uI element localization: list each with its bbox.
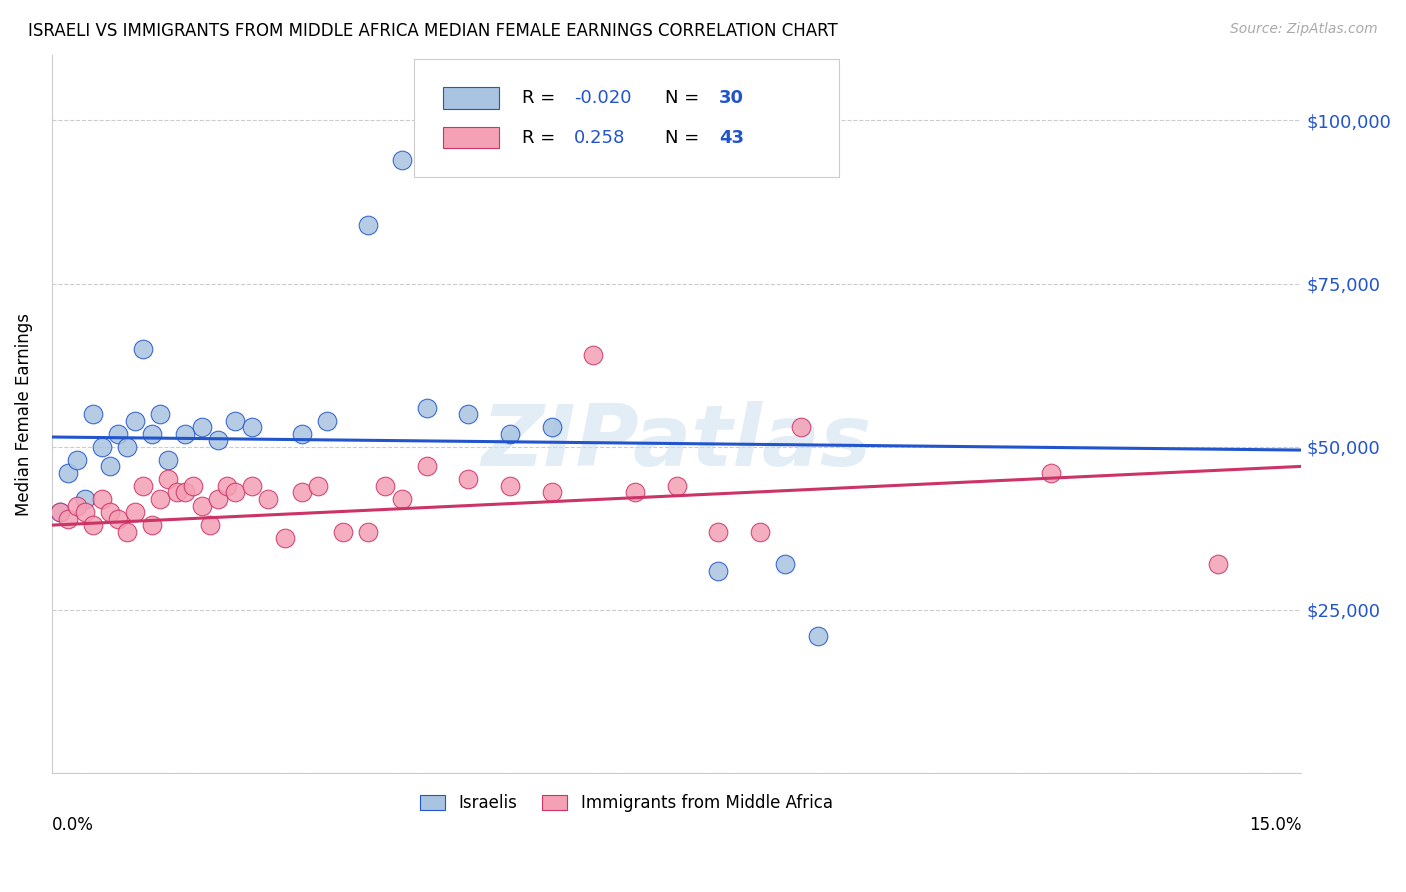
Point	[807, 629, 830, 643]
Text: 15.0%: 15.0%	[1249, 816, 1302, 834]
Point	[332, 524, 354, 539]
Text: 30: 30	[718, 89, 744, 107]
Point	[291, 485, 314, 500]
Point	[457, 407, 479, 421]
Point	[98, 505, 121, 519]
Point	[415, 459, 437, 474]
Text: 43: 43	[718, 128, 744, 146]
Point	[49, 505, 72, 519]
Point	[183, 479, 205, 493]
Point	[499, 426, 522, 441]
Point	[174, 426, 197, 441]
FancyBboxPatch shape	[443, 87, 499, 109]
Point	[773, 558, 796, 572]
Point	[748, 524, 770, 539]
Point	[707, 564, 730, 578]
Point	[190, 499, 212, 513]
Point	[58, 466, 80, 480]
Point	[1040, 466, 1063, 480]
Text: ZIPatlas: ZIPatlas	[481, 401, 872, 484]
Point	[790, 420, 813, 434]
Point	[357, 218, 380, 232]
FancyBboxPatch shape	[443, 127, 499, 148]
Point	[58, 511, 80, 525]
Text: R =: R =	[522, 89, 561, 107]
Point	[115, 440, 138, 454]
Point	[291, 426, 314, 441]
Point	[582, 348, 605, 362]
Point	[457, 472, 479, 486]
Point	[49, 505, 72, 519]
Point	[415, 401, 437, 415]
Point	[207, 491, 229, 506]
Point	[315, 414, 337, 428]
Point	[665, 479, 688, 493]
Text: -0.020: -0.020	[574, 89, 631, 107]
Point	[132, 342, 155, 356]
Point	[157, 453, 180, 467]
Legend: Israelis, Immigrants from Middle Africa: Israelis, Immigrants from Middle Africa	[413, 788, 839, 819]
Point	[90, 440, 112, 454]
Point	[198, 518, 221, 533]
Point	[66, 453, 89, 467]
Y-axis label: Median Female Earnings: Median Female Earnings	[15, 313, 32, 516]
Point	[75, 505, 97, 519]
Point	[391, 491, 413, 506]
Point	[215, 479, 238, 493]
Point	[190, 420, 212, 434]
Point	[107, 426, 129, 441]
Point	[107, 511, 129, 525]
FancyBboxPatch shape	[415, 59, 839, 178]
Point	[75, 491, 97, 506]
Point	[224, 485, 246, 500]
Point	[132, 479, 155, 493]
Point	[90, 491, 112, 506]
Point	[357, 524, 380, 539]
Point	[82, 518, 104, 533]
Point	[307, 479, 329, 493]
Point	[149, 407, 172, 421]
Point	[207, 434, 229, 448]
Text: N =: N =	[665, 89, 706, 107]
Point	[540, 485, 562, 500]
Text: ISRAELI VS IMMIGRANTS FROM MIDDLE AFRICA MEDIAN FEMALE EARNINGS CORRELATION CHAR: ISRAELI VS IMMIGRANTS FROM MIDDLE AFRICA…	[28, 22, 838, 40]
Point	[166, 485, 188, 500]
Point	[141, 426, 163, 441]
Point	[82, 407, 104, 421]
Text: N =: N =	[665, 128, 706, 146]
Point	[374, 479, 396, 493]
Text: 0.0%: 0.0%	[52, 816, 94, 834]
Point	[257, 491, 280, 506]
Point	[391, 153, 413, 167]
Point	[540, 420, 562, 434]
Point	[274, 531, 297, 545]
Point	[124, 414, 146, 428]
Point	[624, 485, 647, 500]
Point	[240, 420, 263, 434]
Text: Source: ZipAtlas.com: Source: ZipAtlas.com	[1230, 22, 1378, 37]
Point	[98, 459, 121, 474]
Point	[224, 414, 246, 428]
Point	[1206, 558, 1229, 572]
Point	[66, 499, 89, 513]
Point	[707, 524, 730, 539]
Text: 0.258: 0.258	[574, 128, 626, 146]
Point	[115, 524, 138, 539]
Point	[124, 505, 146, 519]
Point	[499, 479, 522, 493]
Point	[174, 485, 197, 500]
Text: R =: R =	[522, 128, 567, 146]
Point	[240, 479, 263, 493]
Point	[149, 491, 172, 506]
Point	[157, 472, 180, 486]
Point	[141, 518, 163, 533]
